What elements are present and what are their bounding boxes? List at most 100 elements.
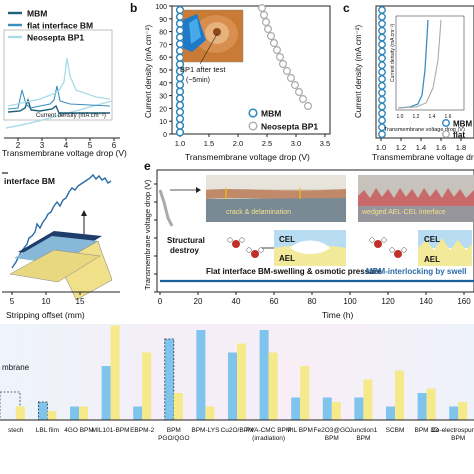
panel-b-bp1-series xyxy=(258,3,313,110)
mbm-point xyxy=(175,87,185,96)
panel-b-ytick: 60 xyxy=(159,55,167,62)
bp1-point xyxy=(267,31,276,40)
bar-yellow xyxy=(110,325,120,420)
panel-a-xlabel: Transmembrane voltage drop (V) xyxy=(2,148,127,158)
mbm-point xyxy=(378,116,386,125)
bar-blue xyxy=(291,397,301,420)
panel-c-inset-xtick: 1.6 xyxy=(445,114,452,120)
mbm-point xyxy=(175,33,185,42)
bar-yellow xyxy=(79,406,88,420)
panel-e-xtick: 140 xyxy=(419,297,433,306)
legend-flat-interface-bm: flat interface BM xyxy=(27,21,93,31)
mbm-point xyxy=(175,19,185,28)
mbm-point xyxy=(378,61,386,70)
panel-c-xtick: 1.8 xyxy=(456,143,466,152)
bar-yellow xyxy=(300,366,310,420)
panel-d-xtick: 15 xyxy=(76,297,85,306)
schematic-mbm: CEL AEL xyxy=(369,230,472,266)
sem-image-flat: crack & delamination xyxy=(206,175,346,222)
panel-b-xtick: 3.0 xyxy=(291,139,301,148)
legend-mbm: MBM xyxy=(27,9,47,19)
panel-b-xtick: 1.5 xyxy=(204,139,214,148)
panel-e-xtick: 20 xyxy=(194,297,203,306)
panel-b-legend-bp1: Neosepta BP1 xyxy=(261,122,318,132)
panel-c-xlabel: Transmembrane voltage drop xyxy=(372,152,474,162)
mbm-point xyxy=(378,47,386,56)
panel-e-xtick: 0 xyxy=(158,297,163,306)
bar-blue xyxy=(449,406,459,420)
bp1-point xyxy=(270,38,279,47)
ael-label-2: AEL xyxy=(424,255,440,264)
bar-category-label: Co-electrospun 3DBPM xyxy=(431,427,474,442)
mbm-point xyxy=(175,121,185,130)
panel-d-legend: interface BM xyxy=(4,176,55,186)
bp1-point xyxy=(295,87,304,96)
panel-c-inset-xlabel: Transmembrane voltage drop (V) xyxy=(384,127,465,133)
panel-b: b Current density (mA cm⁻²) 100908070605… xyxy=(130,1,331,162)
panel-a: 2 3 4 5 6 Transmembrane voltage drop (V) Cur… xyxy=(2,9,127,159)
bar-category-label: BPM-LYS xyxy=(191,427,220,434)
panel-c-xtick: 1.0 xyxy=(376,143,386,152)
panel-b-ytick: 10 xyxy=(159,119,167,126)
destroy-label: destroy xyxy=(170,246,199,255)
bar-blue xyxy=(101,366,111,420)
panel-c-letter: c xyxy=(343,1,350,15)
bar-yellow xyxy=(142,352,152,420)
bar-category-label: stech xyxy=(8,427,24,434)
panel-e-letter: e xyxy=(144,159,151,173)
panel-b-ytick: 80 xyxy=(159,30,167,37)
panel-c: c Current density (mA cm⁻²) 1.0 1.2 1.4 1.6… xyxy=(343,1,474,162)
bp1-point xyxy=(262,18,271,27)
bp1-point xyxy=(273,45,282,54)
panel-b-legend-mbm: MBM xyxy=(261,109,281,119)
mbm-point xyxy=(175,94,185,103)
mbm-point xyxy=(175,12,185,21)
sem-image-mbm: wedged AEL-CEL interface xyxy=(358,175,474,222)
panel-b-xlabel: Transmembrane voltage drop (V) xyxy=(185,152,310,162)
panel-c-inset-xtick: 1.0 xyxy=(397,114,404,120)
bar-blue xyxy=(70,406,79,420)
bp1-point xyxy=(260,11,269,20)
mbm-point xyxy=(378,95,386,104)
bar-category-label: EBPM-2 xyxy=(130,427,155,434)
mbm-point xyxy=(378,102,386,111)
panel-c-xtick: 1.4 xyxy=(416,143,426,152)
panel-d-xtick: 5 xyxy=(10,297,15,306)
mbm-point xyxy=(378,19,386,28)
bp1-point xyxy=(264,25,273,34)
flat-bm-voltage-trace xyxy=(158,189,174,227)
panel-b-ytick: 30 xyxy=(159,94,167,101)
bp1-point xyxy=(287,73,296,82)
panel-e-xtick: 160 xyxy=(457,297,471,306)
structural-label: Structural xyxy=(167,236,205,245)
panel-a-inset-curve-mbm xyxy=(7,97,110,114)
panel-b-ytick: 0 xyxy=(163,132,167,139)
mbm-point xyxy=(175,128,185,137)
bp1-point xyxy=(276,52,285,61)
panel-e-xtick: 100 xyxy=(343,297,357,306)
panel-b-ytick: 100 xyxy=(155,4,167,11)
panel-b-xtick: 1.0 xyxy=(175,139,185,148)
mbm-point xyxy=(378,130,386,139)
panel-a-inset-curve-bp1 xyxy=(7,57,111,107)
panel-d-curve xyxy=(11,173,112,269)
panel-a-legend: MBM flat interface BM Neosepta BP1 xyxy=(8,9,93,43)
mbm-point xyxy=(175,73,185,83)
panel-c-inset-ylabel: Current density (mA cm⁻²) xyxy=(390,23,396,82)
bar-blue xyxy=(354,397,364,420)
mbm-point xyxy=(175,39,185,49)
bar-yellow xyxy=(268,352,278,420)
cel-label: CEL xyxy=(279,235,295,244)
bar-category-label: BPM PGO/QGO xyxy=(158,427,189,442)
bar-category-label: PIL BPM xyxy=(287,427,312,434)
mbm-point xyxy=(378,40,386,49)
panel-c-xtick: 1.6 xyxy=(436,143,446,152)
legend-neosepta-bp1: Neosepta BP1 xyxy=(27,33,84,43)
mbm-point xyxy=(175,5,185,15)
wedged-label: wedged AEL-CEL interface xyxy=(361,209,446,216)
bp1-point xyxy=(258,3,267,13)
flat-interface-caption: Flat interface BM-swelling & osmotic pre… xyxy=(206,267,382,276)
bar-yellow xyxy=(458,402,468,420)
panel-e-xlabel: Time (h) xyxy=(322,310,353,320)
panel-e-xtick: 120 xyxy=(381,297,395,306)
